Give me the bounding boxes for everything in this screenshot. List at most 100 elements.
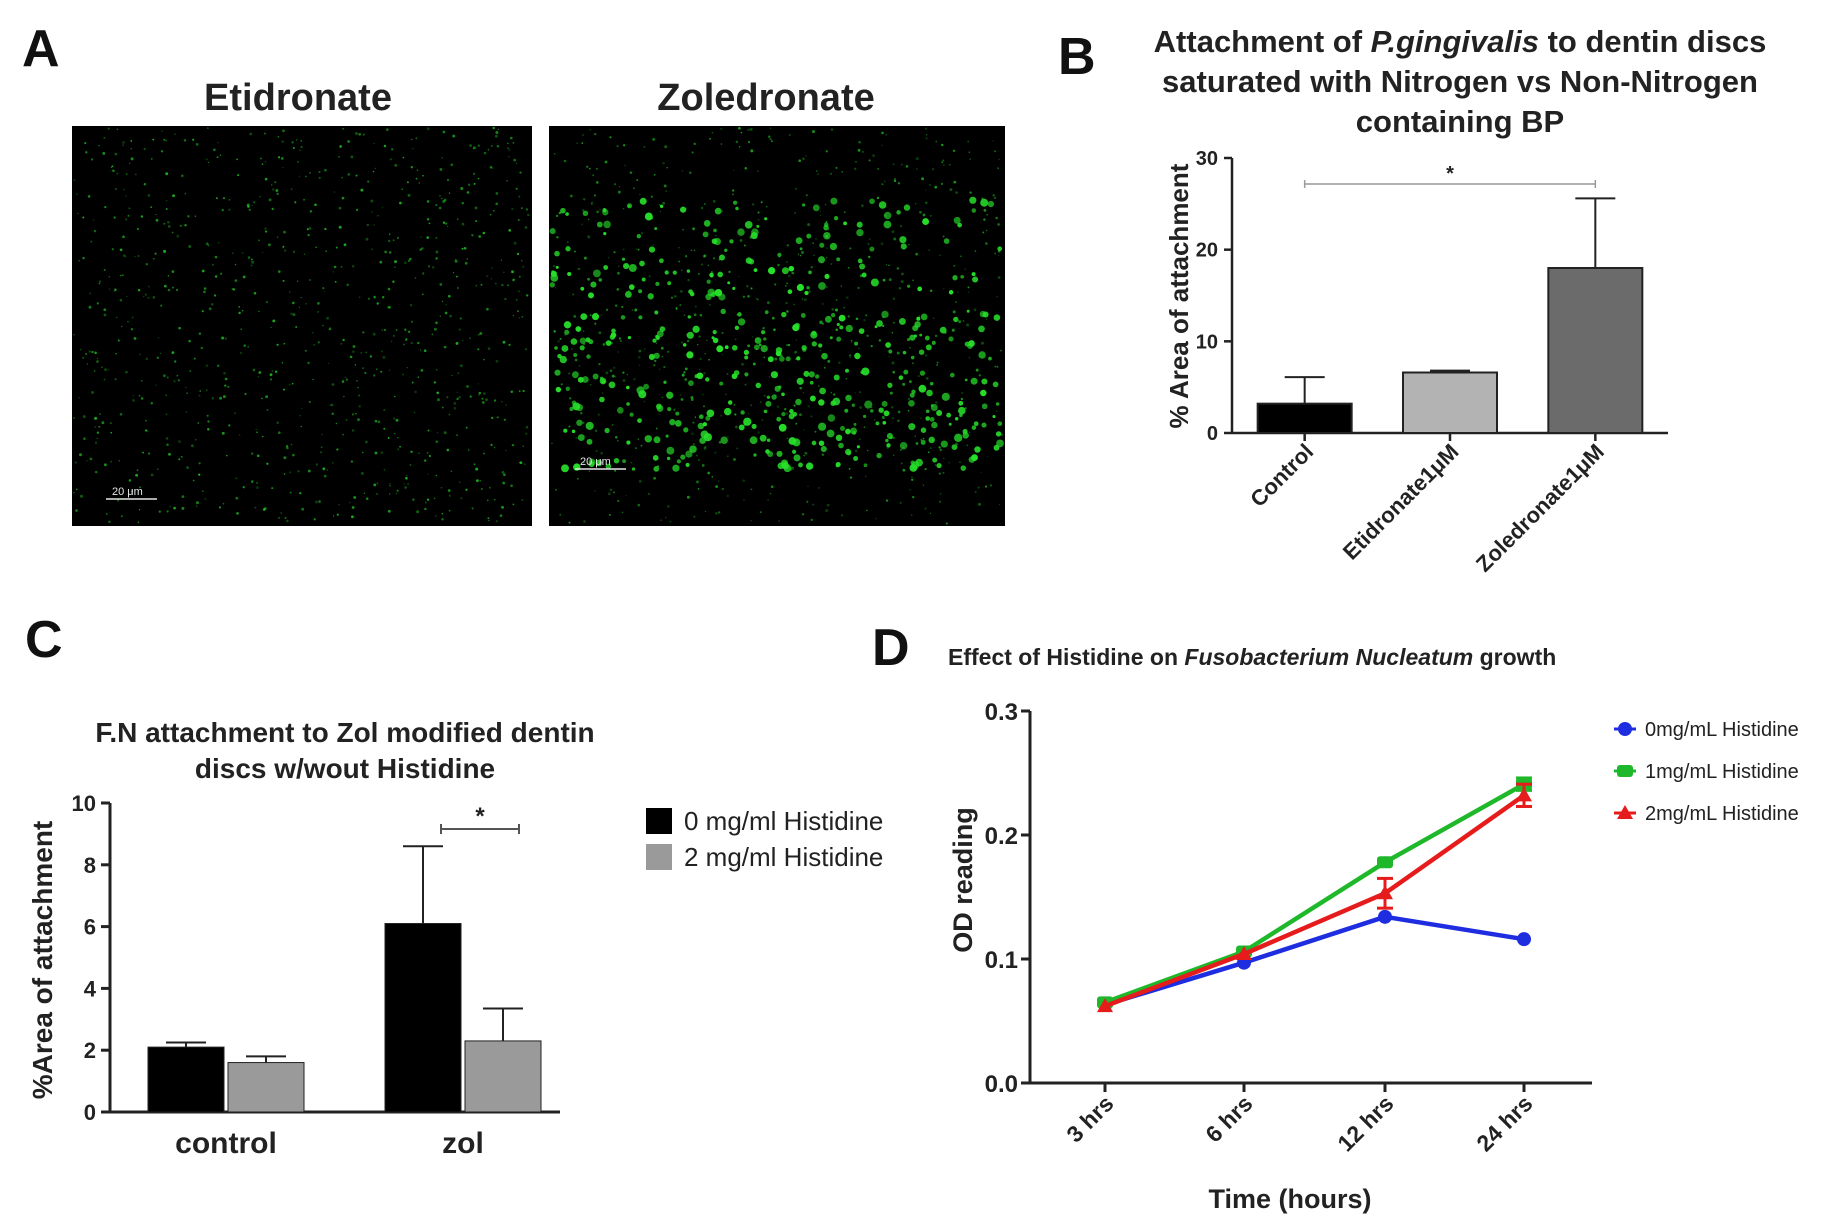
fluorescence-speck bbox=[354, 132, 358, 135]
bacteria-cluster bbox=[571, 429, 576, 434]
fluorescence-speck bbox=[525, 208, 529, 211]
fluorescence-speck bbox=[126, 371, 129, 373]
fluorescence-speck bbox=[924, 127, 928, 130]
fluorescence-speck bbox=[142, 451, 145, 454]
zoledronate-fluorescence bbox=[549, 126, 1004, 525]
bacteria-cluster bbox=[788, 437, 797, 445]
fluorescence-speck bbox=[335, 246, 338, 249]
fluorescence-speck bbox=[192, 479, 195, 482]
fluorescence-speck bbox=[256, 486, 259, 489]
fluorescence-speck bbox=[318, 176, 321, 180]
fluorescence-speck bbox=[435, 515, 437, 517]
fluorescence-speck bbox=[134, 255, 136, 258]
chart-b-y-tick-label: 0 bbox=[1207, 423, 1218, 445]
zoledronate-micrograph: 20 μm bbox=[549, 126, 1005, 526]
bacteria-cluster bbox=[899, 441, 908, 450]
fluorescence-speck bbox=[699, 357, 702, 361]
fluorescence-speck bbox=[288, 291, 291, 293]
fluorescence-speck bbox=[630, 461, 633, 464]
fluorescence-speck bbox=[443, 431, 447, 435]
fluorescence-speck bbox=[517, 310, 519, 312]
fluorescence-speck bbox=[897, 410, 901, 414]
fluorescence-speck bbox=[762, 326, 765, 330]
fluorescence-speck bbox=[827, 359, 831, 363]
fluorescence-speck bbox=[121, 325, 123, 328]
fluorescence-speck bbox=[653, 476, 656, 480]
fluorescence-speck bbox=[521, 315, 524, 318]
fluorescence-speck bbox=[477, 348, 480, 351]
fluorescence-speck bbox=[388, 251, 392, 254]
fluorescence-speck bbox=[135, 473, 139, 477]
fluorescence-speck bbox=[589, 128, 592, 131]
bacteria-cluster bbox=[753, 268, 758, 272]
bacteria-cluster bbox=[948, 290, 954, 295]
fluorescence-speck bbox=[466, 258, 469, 260]
bacteria-cluster bbox=[856, 229, 864, 237]
fluorescence-speck bbox=[555, 214, 559, 218]
fluorescence-speck bbox=[317, 341, 320, 344]
fluorescence-speck bbox=[802, 392, 805, 394]
fluorescence-speck bbox=[123, 188, 125, 191]
fluorescence-speck bbox=[985, 242, 988, 245]
fluorescence-speck bbox=[908, 243, 910, 246]
fluorescence-speck bbox=[178, 458, 181, 461]
fluorescence-speck bbox=[122, 253, 125, 256]
fluorescence-speck bbox=[283, 388, 286, 391]
fluorescence-speck bbox=[985, 229, 988, 232]
fluorescence-speck bbox=[691, 151, 694, 154]
fluorescence-speck bbox=[961, 391, 964, 394]
fluorescence-speck bbox=[939, 254, 942, 257]
fluorescence-speck bbox=[652, 244, 654, 247]
bacteria-cluster bbox=[974, 446, 981, 453]
fluorescence-speck bbox=[318, 170, 321, 174]
fluorescence-speck bbox=[83, 437, 86, 440]
bacteria-cluster bbox=[555, 265, 559, 269]
bacteria-cluster bbox=[806, 286, 810, 290]
fluorescence-speck bbox=[973, 308, 977, 312]
fluorescence-speck bbox=[703, 405, 705, 408]
fluorescence-speck bbox=[295, 325, 298, 329]
fluorescence-speck bbox=[461, 222, 465, 226]
fluorescence-speck bbox=[328, 327, 332, 330]
fluorescence-speck bbox=[804, 451, 808, 455]
fluorescence-speck bbox=[566, 241, 569, 244]
fluorescence-speck bbox=[653, 173, 656, 176]
fluorescence-speck bbox=[391, 148, 394, 151]
fluorescence-speck bbox=[1000, 433, 1004, 437]
fluorescence-speck bbox=[397, 436, 399, 439]
fluorescence-speck bbox=[520, 259, 523, 262]
fluorescence-speck bbox=[234, 279, 238, 282]
bacteria-cluster bbox=[969, 196, 977, 204]
fluorescence-speck bbox=[448, 509, 451, 512]
bacteria-cluster bbox=[817, 256, 826, 264]
fluorescence-speck bbox=[264, 227, 267, 230]
fluorescence-speck bbox=[362, 451, 364, 454]
fluorescence-speck bbox=[492, 167, 494, 169]
fluorescence-speck bbox=[648, 275, 651, 278]
fluorescence-speck bbox=[410, 341, 413, 345]
fluorescence-speck bbox=[388, 369, 391, 371]
fluorescence-speck bbox=[321, 433, 323, 436]
fluorescence-speck bbox=[426, 236, 430, 239]
fluorescence-speck bbox=[750, 519, 752, 522]
fluorescence-speck bbox=[383, 409, 386, 412]
fluorescence-speck bbox=[590, 202, 593, 205]
fluorescence-speck bbox=[900, 163, 903, 166]
fluorescence-speck bbox=[814, 237, 818, 240]
fluorescence-speck bbox=[256, 481, 259, 484]
fluorescence-speck bbox=[277, 431, 281, 435]
fluorescence-speck bbox=[639, 193, 641, 196]
fluorescence-speck bbox=[358, 132, 362, 136]
chart-d-series-line bbox=[1104, 782, 1526, 1005]
fluorescence-speck bbox=[412, 498, 415, 501]
bacteria-cluster bbox=[561, 464, 569, 473]
bacteria-cluster bbox=[763, 409, 768, 414]
fluorescence-speck bbox=[308, 278, 312, 282]
fluorescence-speck bbox=[559, 337, 562, 340]
fluorescence-speck bbox=[992, 140, 994, 142]
fluorescence-speck bbox=[794, 350, 797, 354]
bacteria-cluster bbox=[550, 274, 559, 282]
bacteria-cluster bbox=[801, 203, 806, 207]
fluorescence-speck bbox=[821, 302, 824, 306]
fluorescence-speck bbox=[952, 149, 956, 153]
